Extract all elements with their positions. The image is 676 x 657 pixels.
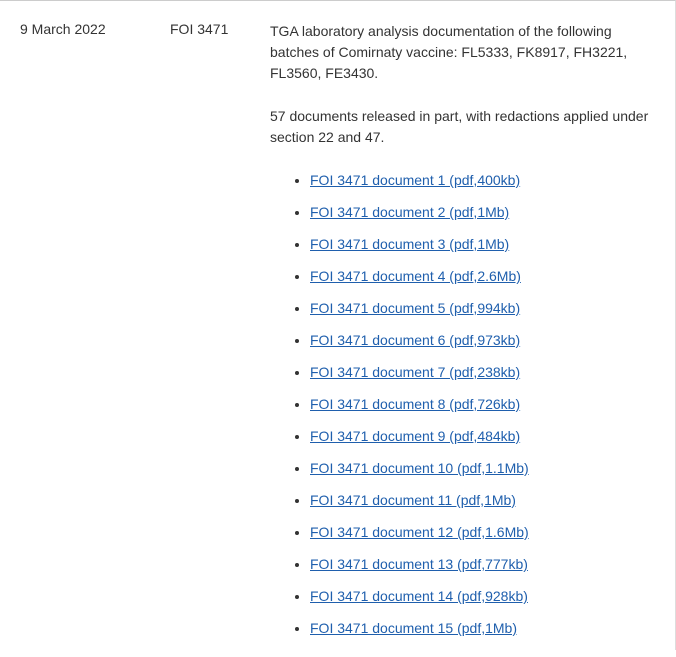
foi-entry-row: 9 March 2022 FOI 3471 TGA laboratory ana… bbox=[0, 1, 675, 650]
document-list-item: FOI 3471 document 3 (pdf,1Mb) bbox=[310, 234, 655, 255]
document-list-item: FOI 3471 document 8 (pdf,726kb) bbox=[310, 394, 655, 415]
document-list-item: FOI 3471 document 4 (pdf,2.6Mb) bbox=[310, 266, 655, 287]
document-link[interactable]: FOI 3471 document 3 (pdf,1Mb) bbox=[310, 236, 509, 252]
document-list-item: FOI 3471 document 15 (pdf,1Mb) bbox=[310, 618, 655, 639]
description-paragraph-1: TGA laboratory analysis documentation of… bbox=[270, 21, 655, 84]
entry-description: TGA laboratory analysis documentation of… bbox=[270, 21, 675, 650]
document-link[interactable]: FOI 3471 document 8 (pdf,726kb) bbox=[310, 396, 520, 412]
document-link[interactable]: FOI 3471 document 15 (pdf,1Mb) bbox=[310, 620, 517, 636]
document-list-item: FOI 3471 document 5 (pdf,994kb) bbox=[310, 298, 655, 319]
foi-table: 9 March 2022 FOI 3471 TGA laboratory ana… bbox=[0, 0, 676, 650]
document-list-item: FOI 3471 document 2 (pdf,1Mb) bbox=[310, 202, 655, 223]
document-link[interactable]: FOI 3471 document 14 (pdf,928kb) bbox=[310, 588, 528, 604]
document-list: FOI 3471 document 1 (pdf,400kb) FOI 3471 … bbox=[270, 170, 655, 639]
document-link[interactable]: FOI 3471 document 2 (pdf,1Mb) bbox=[310, 204, 509, 220]
document-link[interactable]: FOI 3471 document 12 (pdf,1.6Mb) bbox=[310, 524, 529, 540]
document-list-item: FOI 3471 document 9 (pdf,484kb) bbox=[310, 426, 655, 447]
document-list-item: FOI 3471 document 6 (pdf,973kb) bbox=[310, 330, 655, 351]
document-list-item: FOI 3471 document 13 (pdf,777kb) bbox=[310, 554, 655, 575]
entry-date: 9 March 2022 bbox=[0, 21, 170, 37]
document-list-item: FOI 3471 document 12 (pdf,1.6Mb) bbox=[310, 522, 655, 543]
document-link[interactable]: FOI 3471 document 6 (pdf,973kb) bbox=[310, 332, 520, 348]
description-paragraph-2: 57 documents released in part, with reda… bbox=[270, 106, 655, 148]
document-link[interactable]: FOI 3471 document 5 (pdf,994kb) bbox=[310, 300, 520, 316]
document-list-item: FOI 3471 document 1 (pdf,400kb) bbox=[310, 170, 655, 191]
document-list-item: FOI 3471 document 14 (pdf,928kb) bbox=[310, 586, 655, 607]
document-link[interactable]: FOI 3471 document 7 (pdf,238kb) bbox=[310, 364, 520, 380]
document-link[interactable]: FOI 3471 document 1 (pdf,400kb) bbox=[310, 172, 520, 188]
document-list-item: FOI 3471 document 11 (pdf,1Mb) bbox=[310, 490, 655, 511]
document-link[interactable]: FOI 3471 document 13 (pdf,777kb) bbox=[310, 556, 528, 572]
entry-reference: FOI 3471 bbox=[170, 21, 270, 37]
document-link[interactable]: FOI 3471 document 11 (pdf,1Mb) bbox=[310, 492, 516, 508]
document-link[interactable]: FOI 3471 document 10 (pdf,1.1Mb) bbox=[310, 460, 529, 476]
document-list-item: FOI 3471 document 7 (pdf,238kb) bbox=[310, 362, 655, 383]
document-link[interactable]: FOI 3471 document 4 (pdf,2.6Mb) bbox=[310, 268, 521, 284]
document-list-item: FOI 3471 document 10 (pdf,1.1Mb) bbox=[310, 458, 655, 479]
document-link[interactable]: FOI 3471 document 9 (pdf,484kb) bbox=[310, 428, 520, 444]
